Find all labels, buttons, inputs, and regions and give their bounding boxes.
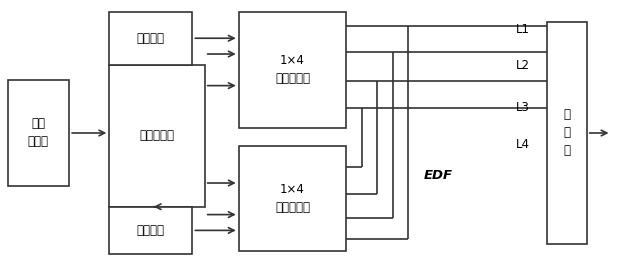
Text: L2: L2	[516, 59, 530, 72]
Text: 1×4
第一光开关: 1×4 第一光开关	[275, 54, 310, 85]
Text: 接收天线: 接收天线	[137, 32, 165, 45]
FancyBboxPatch shape	[109, 12, 193, 65]
Text: EDF: EDF	[423, 169, 452, 182]
Text: 泵浦激光: 泵浦激光	[137, 224, 165, 237]
Text: 微型计算机: 微型计算机	[139, 129, 175, 142]
FancyBboxPatch shape	[7, 80, 69, 186]
FancyBboxPatch shape	[239, 146, 347, 251]
FancyBboxPatch shape	[239, 12, 347, 128]
FancyBboxPatch shape	[547, 22, 587, 244]
Text: L1: L1	[516, 23, 530, 36]
Text: L4: L4	[516, 138, 530, 151]
Text: 合
路
器: 合 路 器	[563, 109, 570, 157]
FancyBboxPatch shape	[109, 65, 205, 207]
FancyBboxPatch shape	[109, 207, 193, 254]
Text: L3: L3	[516, 102, 530, 114]
Text: 1×4
第二光开关: 1×4 第二光开关	[275, 183, 310, 214]
Text: 辐射
探测器: 辐射 探测器	[28, 118, 49, 148]
